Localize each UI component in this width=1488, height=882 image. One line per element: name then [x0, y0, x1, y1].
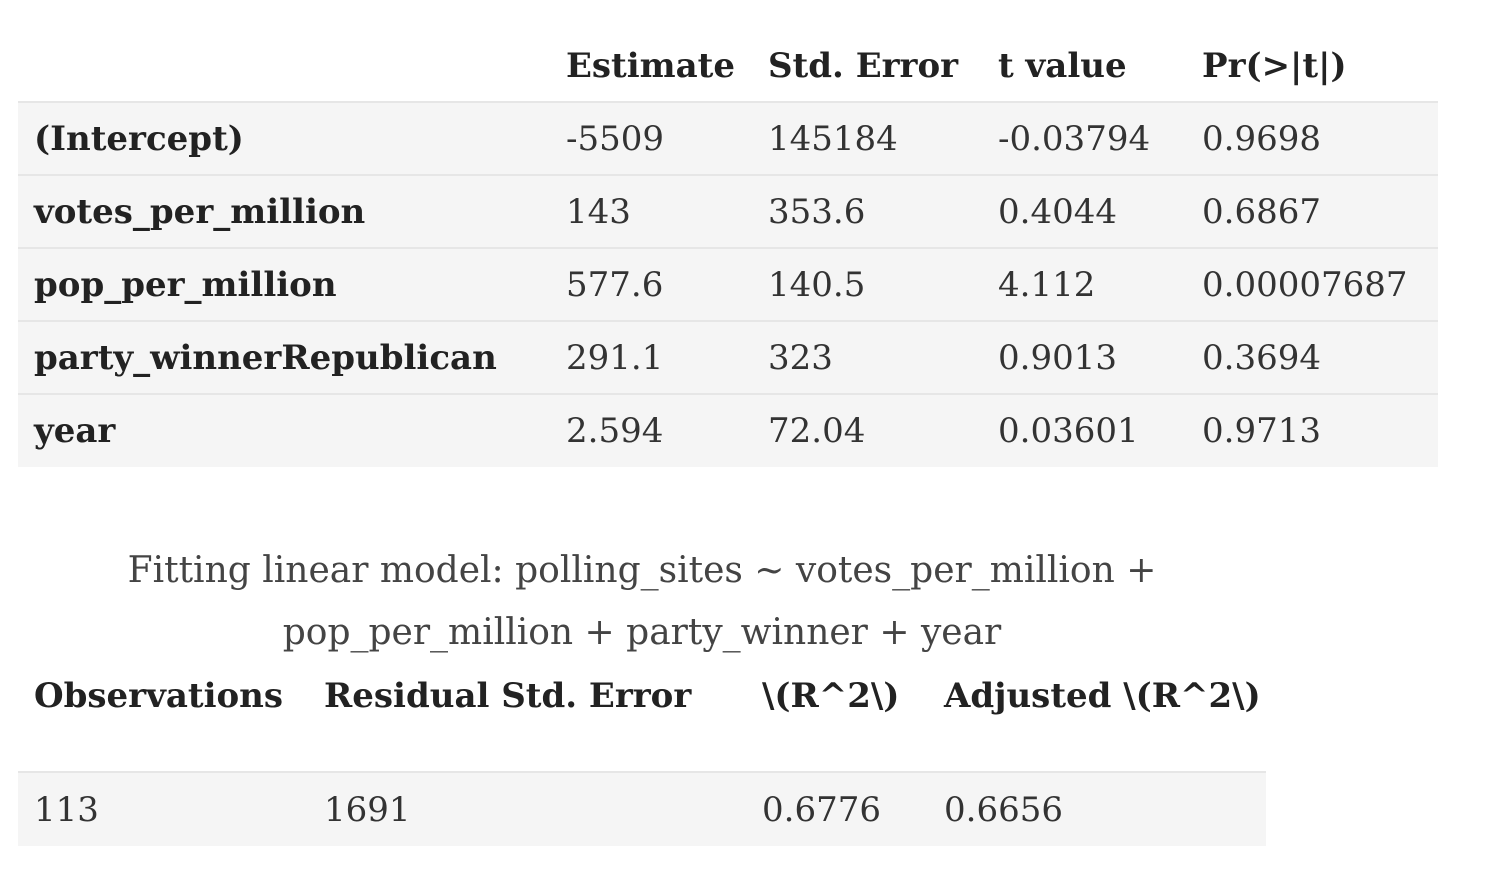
header-estimate: Estimate [566, 45, 736, 86]
cell-estimate: 577.6 [566, 264, 664, 305]
table-row: year 2.594 72.04 0.03601 0.9713 [18, 394, 1438, 467]
table-row: votes_per_million 143 353.6 0.4044 0.686… [18, 175, 1438, 248]
table-row: pop_per_million 577.6 140.5 4.112 0.0000… [18, 248, 1438, 321]
header-std-error: Std. Error [768, 45, 959, 86]
table-row: party_winnerRepublican 291.1 323 0.9013 … [18, 321, 1438, 394]
cell-estimate: 2.594 [566, 411, 664, 451]
cell-estimate: 143 [566, 191, 631, 232]
cell-std-error: 323 [768, 337, 833, 378]
header-term [18, 30, 550, 102]
model-summary-table: Observations Residual Std. Error \(R^2\)… [18, 672, 1266, 846]
cell-p-value: 0.6867 [1202, 191, 1321, 232]
row-term: (Intercept) [34, 118, 244, 159]
cell-p-value: 0.9698 [1202, 118, 1321, 159]
header-r-squared: \(R^2\) [762, 676, 900, 716]
header-observations: Observations [34, 676, 284, 716]
cell-p-value: 0.3694 [1202, 337, 1321, 378]
table-row: (Intercept) -5509 145184 -0.03794 0.9698 [18, 102, 1438, 175]
row-term: year [34, 411, 116, 451]
cell-t-value: 0.9013 [998, 337, 1117, 378]
header-p-value: Pr(>|t|) [1202, 45, 1347, 86]
summary-header-row: Observations Residual Std. Error \(R^2\)… [18, 672, 1266, 772]
table-row: 113 1691 0.6776 0.6656 [18, 772, 1266, 846]
cell-p-value: 0.9713 [1202, 411, 1321, 451]
cell-t-value: 4.112 [998, 264, 1096, 305]
cell-p-value: 0.00007687 [1202, 264, 1408, 305]
cell-t-value: -0.03794 [998, 118, 1151, 159]
cell-residual-std-error: 1691 [324, 789, 411, 830]
row-term: pop_per_million [34, 264, 337, 305]
header-residual-std-error: Residual Std. Error [324, 676, 692, 716]
cell-std-error: 145184 [768, 118, 898, 159]
cell-adjusted-r-squared: 0.6656 [944, 789, 1063, 830]
cell-observations: 113 [34, 789, 99, 830]
row-term: party_winnerRepublican [34, 337, 497, 378]
cell-estimate: 291.1 [566, 337, 664, 378]
header-t-value: t value [998, 45, 1127, 86]
header-adjusted-r-squared: Adjusted \(R^2\) [944, 676, 1261, 716]
cell-std-error: 140.5 [768, 264, 866, 305]
model-caption: Fitting linear model: polling_sites ~ vo… [127, 550, 1157, 653]
coefficients-header-row: Estimate Std. Error t value Pr(>|t|) [18, 30, 1438, 102]
cell-t-value: 0.03601 [998, 411, 1139, 451]
cell-r-squared: 0.6776 [762, 789, 881, 830]
cell-std-error: 353.6 [768, 191, 866, 232]
cell-t-value: 0.4044 [998, 191, 1117, 232]
coefficients-table: Estimate Std. Error t value Pr(>|t|) (In… [18, 30, 1438, 467]
row-term: votes_per_million [34, 191, 366, 232]
cell-estimate: -5509 [566, 118, 665, 159]
cell-std-error: 72.04 [768, 411, 866, 451]
